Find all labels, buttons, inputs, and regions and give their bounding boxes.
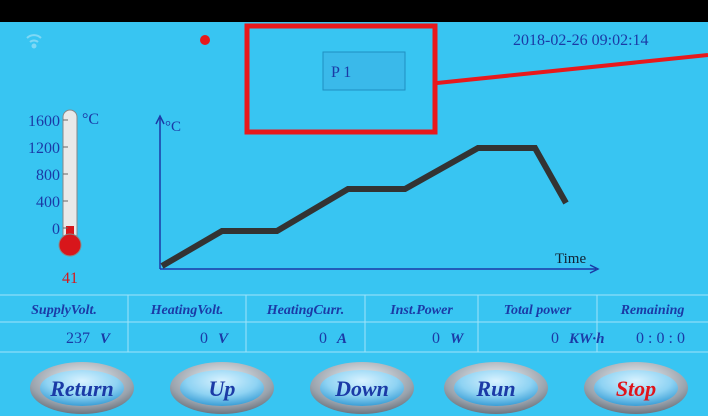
page: 2018-02-26 09:02:14 P 1 1600 1200 800 400 0 … (0, 0, 708, 416)
column-header: SupplyVolt. (31, 303, 97, 318)
button-label[interactable]: Run (475, 376, 515, 401)
x-axis-label: Time (555, 251, 586, 267)
scale-label: 400 (36, 194, 60, 211)
axis-arrows (156, 116, 598, 273)
highlight-pointer (437, 55, 708, 83)
button[interactable]: Run (444, 362, 548, 414)
hmi-screen: 2018-02-26 09:02:14 P 1 1600 1200 800 400 0 … (0, 0, 708, 416)
column-header: HeatingVolt. (150, 303, 224, 318)
cell-value: 0 (432, 330, 440, 347)
button[interactable]: Stop (584, 362, 688, 414)
wifi-icon (27, 35, 41, 47)
button-label[interactable]: Return (49, 376, 114, 401)
thermometer-unit: °C (82, 111, 99, 128)
cell-value: 0 : 0 : 0 (636, 330, 685, 347)
button[interactable]: Up (170, 362, 274, 414)
cell-unit: V (218, 331, 230, 347)
cell-unit: A (336, 331, 347, 347)
button[interactable]: Return (30, 362, 134, 414)
thermometer-bulb (59, 234, 81, 256)
scale-label: 0 (52, 221, 60, 238)
cell-value: 0 (200, 330, 208, 347)
button[interactable]: Down (310, 362, 414, 414)
column-header: Total power (504, 303, 572, 318)
temperature-reading: 41 (62, 270, 78, 287)
status-dot (200, 35, 210, 45)
button-label[interactable]: Up (209, 376, 236, 401)
scale-label: 800 (36, 167, 60, 184)
cell-unit: V (100, 331, 112, 347)
datetime: 2018-02-26 09:02:14 (513, 32, 649, 49)
profile-line (162, 148, 566, 266)
column-header: HeatingCurr. (266, 303, 344, 318)
program-label: P 1 (331, 64, 351, 81)
button-label[interactable]: Down (334, 376, 389, 401)
cell-unit: W (450, 331, 465, 347)
scale-label: 1600 (28, 113, 60, 130)
column-header: Inst.Power (389, 303, 453, 318)
cell-value: 0 (319, 330, 327, 347)
y-axis-label: °C (165, 119, 181, 135)
column-header: Remaining (620, 303, 685, 318)
cell-value: 237 (66, 330, 90, 347)
scale-label: 1200 (28, 140, 60, 157)
cell-unit: KW·h (568, 331, 604, 347)
thermometer-tube (63, 110, 77, 242)
cell-value: 0 (551, 330, 559, 347)
top-bar (0, 0, 708, 22)
button-label[interactable]: Stop (616, 376, 656, 401)
